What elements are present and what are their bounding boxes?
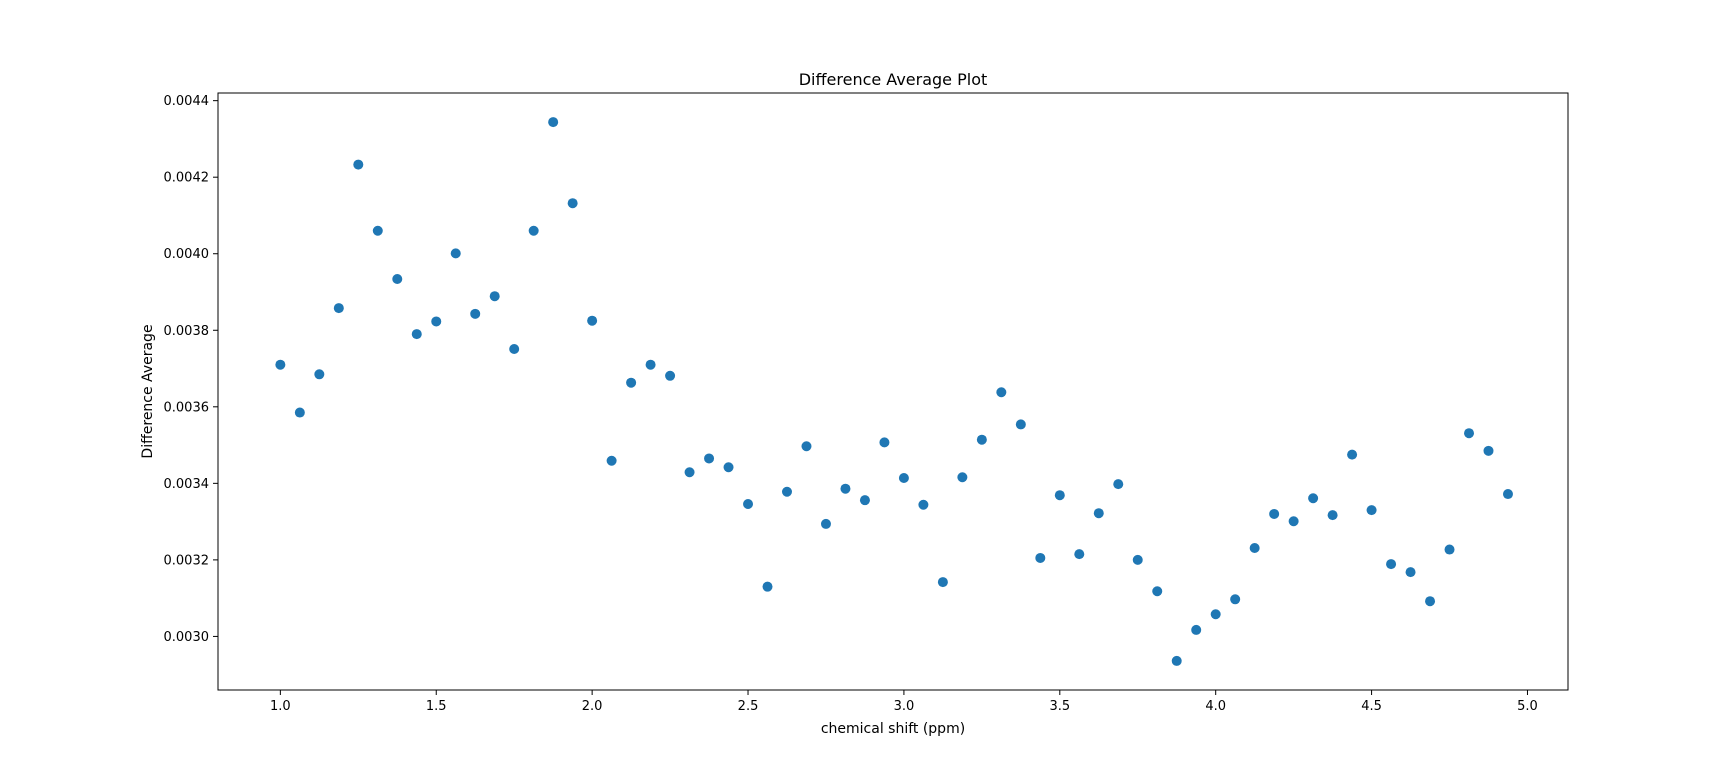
y-tick-label: 0.0044 (164, 94, 210, 109)
data-point (840, 483, 851, 494)
data-point (587, 315, 598, 326)
data-point (743, 499, 754, 510)
data-point (1249, 543, 1260, 554)
data-point (411, 329, 422, 340)
data-point (1464, 428, 1475, 439)
data-point (606, 455, 617, 466)
data-point (431, 316, 442, 327)
data-point (1113, 479, 1124, 490)
y-tick-label: 0.0038 (164, 324, 210, 339)
x-tick-label: 1.5 (426, 699, 447, 714)
data-point (1308, 493, 1319, 504)
data-point (1327, 510, 1338, 521)
data-point (353, 159, 364, 170)
chart-title: Difference Average Plot (799, 70, 988, 89)
x-tick-label: 2.5 (738, 699, 759, 714)
data-point (1054, 490, 1065, 501)
y-tick-label: 0.0032 (164, 553, 210, 568)
x-tick-label: 4.5 (1361, 699, 1382, 714)
y-tick-label: 0.0030 (164, 630, 210, 645)
y-tick-label: 0.0036 (164, 400, 210, 415)
data-point (1386, 559, 1397, 570)
data-point (1269, 508, 1280, 519)
data-point (762, 581, 773, 592)
data-point (1015, 419, 1026, 430)
data-point (879, 437, 890, 448)
data-point (489, 291, 500, 302)
data-point (470, 308, 481, 319)
data-point (1152, 586, 1163, 597)
data-point (548, 117, 559, 128)
data-point (996, 387, 1007, 398)
data-point (1502, 489, 1513, 500)
data-point (528, 225, 539, 236)
data-point (645, 359, 656, 370)
data-point (801, 441, 812, 452)
data-point (626, 377, 637, 388)
data-point (275, 359, 286, 370)
data-point (898, 472, 909, 483)
data-point (1210, 609, 1221, 620)
x-tick-label: 1.0 (270, 699, 291, 714)
y-axis: 0.0030 0.0032 0.0034 0.0036 0.0038 0.0040 0.00… (164, 94, 218, 645)
data-point (294, 407, 305, 418)
data-point (1035, 552, 1046, 563)
data-point (684, 467, 695, 478)
plot-area-frame (217, 92, 1569, 691)
x-axis-label: chemical shift (ppm) (821, 721, 965, 737)
data-point (509, 344, 520, 355)
data-point (1288, 516, 1299, 527)
x-axis: 1.0 1.5 2.0 2.5 3.0 3.5 4.0 4.5 5.0 (270, 690, 1538, 714)
data-point (1191, 624, 1202, 635)
x-tick-label: 3.0 (894, 699, 915, 714)
data-point (820, 518, 831, 529)
data-point (567, 198, 578, 209)
data-point (333, 303, 344, 314)
data-point (1405, 567, 1416, 578)
data-point (723, 462, 734, 473)
data-point (1171, 655, 1182, 666)
y-tick-label: 0.0040 (164, 247, 210, 262)
x-tick-label: 2.0 (582, 699, 603, 714)
y-tick-label: 0.0042 (164, 171, 210, 186)
x-tick-label: 3.5 (1049, 699, 1070, 714)
data-point (1347, 449, 1358, 460)
x-tick-label: 4.0 (1205, 699, 1226, 714)
data-point (704, 453, 715, 464)
data-point (314, 369, 325, 380)
data-point (1425, 596, 1436, 607)
data-point (1132, 554, 1143, 565)
y-axis-label: Difference Average (140, 324, 156, 458)
data-point (781, 486, 792, 497)
data-point (1074, 549, 1085, 560)
data-points (275, 117, 1513, 666)
data-point (1366, 505, 1377, 516)
data-point (1444, 544, 1455, 555)
data-point (937, 577, 948, 588)
data-point (957, 472, 968, 483)
data-point (392, 273, 403, 284)
data-point (918, 499, 929, 510)
data-point (372, 225, 383, 236)
data-point (976, 434, 987, 445)
data-point (859, 495, 870, 506)
y-tick-label: 0.0034 (164, 477, 210, 492)
data-point (665, 370, 676, 381)
data-point (1093, 508, 1104, 519)
data-point (450, 248, 461, 259)
data-point (1483, 445, 1494, 456)
data-point (1230, 594, 1241, 605)
x-tick-label: 5.0 (1517, 699, 1538, 714)
